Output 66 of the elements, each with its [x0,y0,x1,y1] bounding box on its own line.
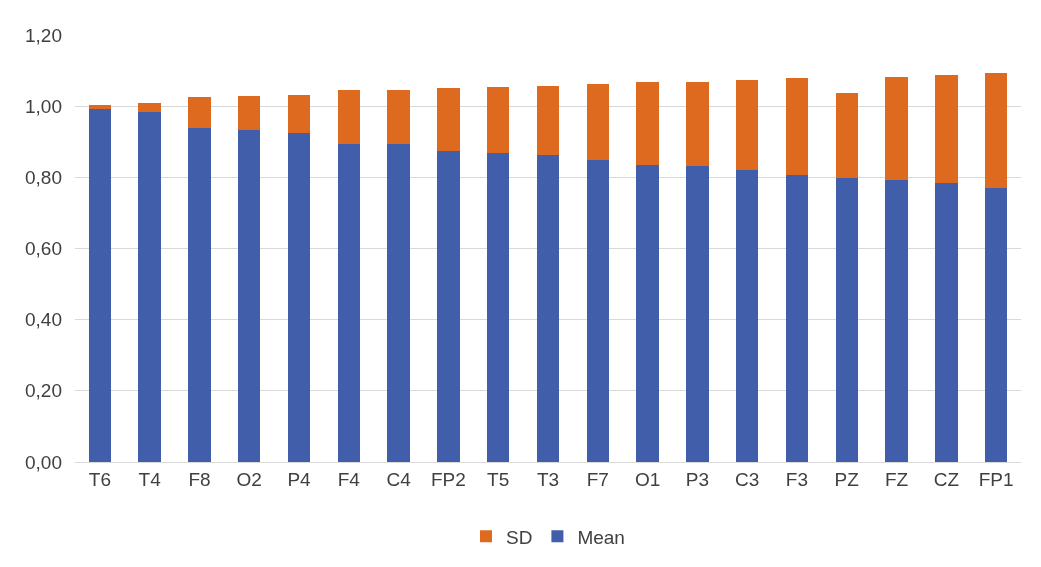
x-tick-label: FP2 [430,468,466,490]
bar [984,73,1008,188]
bar [387,90,410,145]
y-tick-label: 0,80 [25,166,62,188]
bar [885,180,908,462]
bar [188,97,211,128]
bar [536,155,560,462]
x-tick-label: T5 [487,468,510,490]
bar [287,95,311,133]
x-tick-label: CZ [933,468,960,490]
bar [785,78,809,175]
bar [735,79,759,170]
bar [885,76,908,181]
bar [935,183,958,462]
legend-label: SD [506,526,533,548]
x-tick-label: T6 [88,468,111,490]
bar [337,144,361,462]
bar [138,111,161,462]
x-tick-label: T3 [536,468,560,490]
bar [238,95,261,131]
bar [935,75,958,184]
bar [735,169,759,462]
x-tick-label: F7 [586,468,609,490]
bar [188,127,211,462]
bar [487,86,510,154]
bar [238,130,261,462]
y-tick-label: 0,40 [25,309,62,331]
x-tick-label: PZ [834,468,860,490]
x-tick-label: FZ [884,468,909,490]
bar [88,105,112,109]
bar [337,90,361,145]
bar [437,151,460,462]
bar [586,83,609,161]
bar [984,187,1008,462]
bar [437,88,460,151]
y-tick-label: 1,20 [25,24,62,46]
x-tick-label: C4 [386,468,412,490]
bar [88,108,112,462]
y-tick-label: 0,00 [25,451,62,473]
x-tick-label: P4 [287,468,312,490]
bar [536,85,560,156]
bar [785,174,809,462]
x-tick-label: O2 [236,468,262,490]
bar [686,81,709,166]
x-tick-label: F4 [337,468,361,490]
x-tick-label: T4 [138,468,162,490]
y-tick-label: 0,60 [25,238,62,260]
x-tick-label: C3 [735,468,760,490]
bar [835,93,858,179]
bar [287,132,311,462]
bar [636,81,659,166]
x-tick-label: P3 [685,468,709,490]
bar [138,103,161,112]
bar [636,165,659,462]
bar [686,165,709,462]
bar [387,144,410,462]
bar [487,153,510,462]
bar [586,160,609,462]
y-tick-label: 0,20 [25,380,62,402]
bar [835,178,858,462]
y-tick-label: 1,00 [25,95,62,117]
x-tick-label: F3 [785,468,809,490]
x-tick-label: FP1 [978,468,1014,490]
x-tick-label: O1 [634,468,661,490]
x-tick-label: F8 [188,468,211,490]
legend-label: Mean [577,526,625,548]
